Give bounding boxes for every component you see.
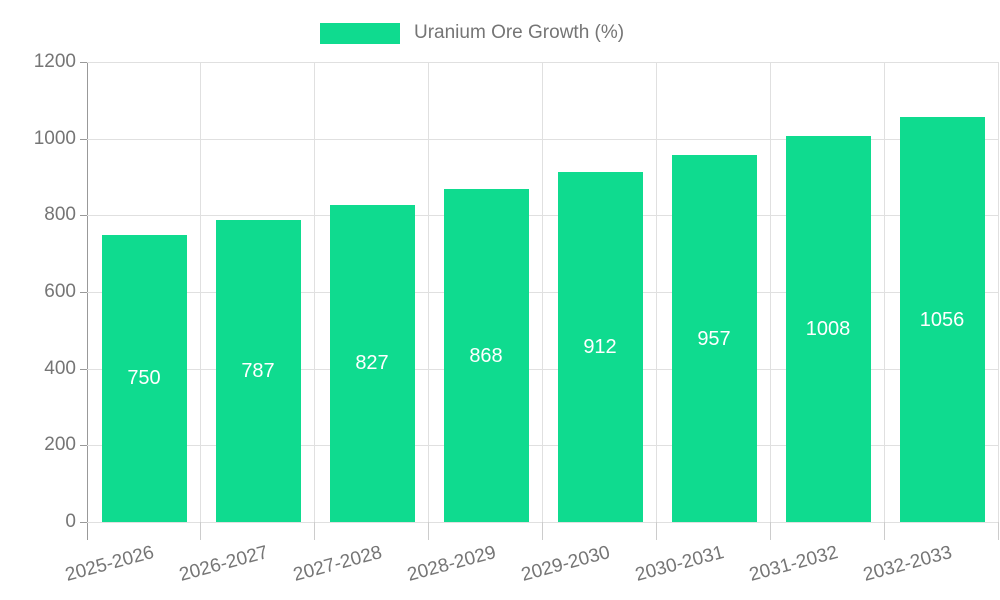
x-tick-label-2031-2032: 2031-2032 [747, 542, 841, 586]
x-tick-mark [200, 522, 201, 540]
gridline-x-boundary [656, 62, 657, 522]
y-tick-label-400: 400 [44, 357, 76, 379]
bar-2031-2032[interactable] [785, 135, 871, 522]
gridline-y-600 [87, 292, 999, 293]
gridline-y-1200 [87, 62, 999, 63]
y-tick-mark [80, 522, 87, 523]
x-tick-label-2029-2030: 2029-2030 [519, 542, 613, 586]
x-tick-mark [770, 522, 771, 540]
gridline-y-1000 [87, 138, 999, 140]
legend-swatch-icon [320, 22, 400, 44]
x-tick-mark [656, 522, 657, 540]
gridline-x-boundary [770, 62, 771, 522]
x-tick-label-2032-2033: 2032-2033 [861, 542, 955, 586]
gridline-x-boundary [998, 62, 999, 522]
y-tick-mark [80, 445, 87, 447]
y-tick-mark [80, 368, 87, 370]
x-tick-label-2025-2026: 2025-2026 [63, 542, 157, 586]
gridline-y-0 [87, 522, 999, 523]
x-tick-label-2030-2031: 2030-2031 [633, 542, 727, 586]
gridline-x-boundary [542, 62, 543, 522]
gridline-x-boundary [314, 62, 315, 522]
x-tick-label-2027-2028: 2027-2028 [291, 542, 385, 586]
y-tick-label-200: 200 [44, 434, 76, 456]
x-tick-mark [884, 522, 885, 540]
bar-2026-2027[interactable] [215, 220, 301, 522]
y-tick-label-0: 0 [65, 511, 76, 532]
gridline-x-boundary [200, 62, 201, 522]
gridline-y-800 [87, 215, 999, 217]
bar-2029-2030[interactable] [557, 172, 643, 522]
x-tick-mark [428, 522, 429, 540]
y-tick-mark [80, 138, 87, 140]
x-tick-label-2026-2027: 2026-2027 [177, 542, 271, 586]
y-tick-mark [80, 215, 87, 217]
y-tick-label-1000: 1000 [33, 127, 76, 149]
bar-2032-2033[interactable] [899, 117, 985, 522]
y-tick-label-800: 800 [44, 204, 76, 226]
x-tick-label-2028-2029: 2028-2029 [405, 542, 499, 586]
bar-2027-2028[interactable] [329, 204, 415, 522]
y-tick-label-1200: 1200 [33, 51, 76, 72]
gridline-x-boundary [884, 62, 885, 522]
gridline-y-400 [87, 368, 999, 370]
gridline-y-200 [87, 445, 999, 447]
bar-2030-2031[interactable] [671, 155, 757, 522]
plot-area: 750 787 827 868 912 957 1008 1056 [87, 62, 999, 523]
bar-2028-2029[interactable] [443, 189, 529, 522]
x-tick-mark [542, 522, 543, 540]
x-tick-mark [998, 522, 999, 540]
y-tick-label-600: 600 [44, 281, 76, 302]
y-tick-mark [80, 62, 87, 63]
bar-2025-2026[interactable] [101, 234, 187, 522]
gridline-x-boundary [428, 62, 429, 522]
chart-legend[interactable]: Uranium Ore Growth (%) [320, 22, 624, 44]
legend-label: Uranium Ore Growth (%) [414, 22, 625, 43]
x-tick-mark [314, 522, 315, 540]
y-tick-mark [80, 292, 87, 293]
y-axis-line [87, 62, 88, 540]
